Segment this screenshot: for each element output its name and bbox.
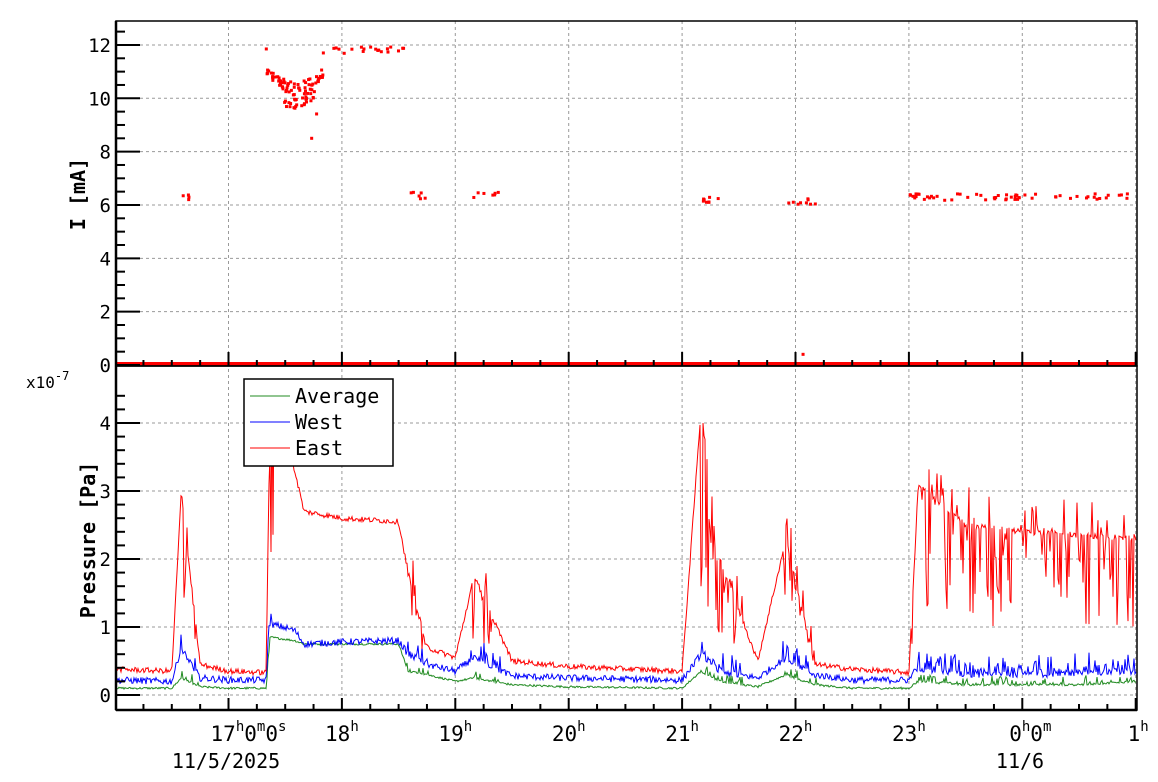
- legend-label-average: Average: [295, 384, 379, 408]
- bottom-y-tick-label: 3: [100, 481, 111, 503]
- bottom-y-tick-label: 2: [100, 549, 111, 571]
- top-y-tick-label: 6: [100, 195, 111, 217]
- top-y-tick-label: 2: [100, 302, 111, 324]
- series-west: [116, 613, 1137, 686]
- series-average: [116, 636, 1137, 691]
- top-y-tick-label: 8: [100, 142, 111, 164]
- top-y-tick-label: 4: [100, 248, 111, 270]
- x-tick-label: 20h: [552, 719, 586, 746]
- bottom-y-tick-label: 4: [100, 413, 111, 435]
- x-tick-label: 17h0m0s: [211, 719, 287, 746]
- date-label-next: 11/6: [996, 749, 1044, 773]
- x-tick-label: 19h: [438, 719, 472, 746]
- date-label-start: 11/5/2025: [172, 749, 280, 773]
- x-tick-label: 18h: [325, 719, 359, 746]
- x-tick-label: 22h: [779, 719, 813, 746]
- top-y-tick-label: 12: [88, 35, 111, 57]
- x-tick-label: 0h0m: [1009, 719, 1051, 746]
- x-tick-label: 21h: [665, 719, 699, 746]
- plot-frames: [114, 20, 1138, 712]
- axis-ticks: [116, 30, 1137, 710]
- x-tick-label: 1h: [1128, 719, 1149, 746]
- legend-label-west: West: [295, 410, 343, 434]
- bottom-y-axis-label: Pressure [Pa]: [76, 462, 100, 619]
- y-exponent-label: x10-7: [26, 369, 69, 392]
- bottom-y-tick-label: 0: [100, 685, 111, 707]
- legend-label-east: East: [295, 436, 343, 460]
- top-y-tick-label: 0: [100, 355, 111, 377]
- current-scatter-series: [116, 45, 1137, 366]
- bottom-y-tick-label: 1: [100, 617, 111, 639]
- top-y-axis-label: I [mA]: [66, 158, 90, 230]
- top-y-tick-label: 10: [88, 88, 111, 110]
- x-tick-label: 23h: [892, 719, 926, 746]
